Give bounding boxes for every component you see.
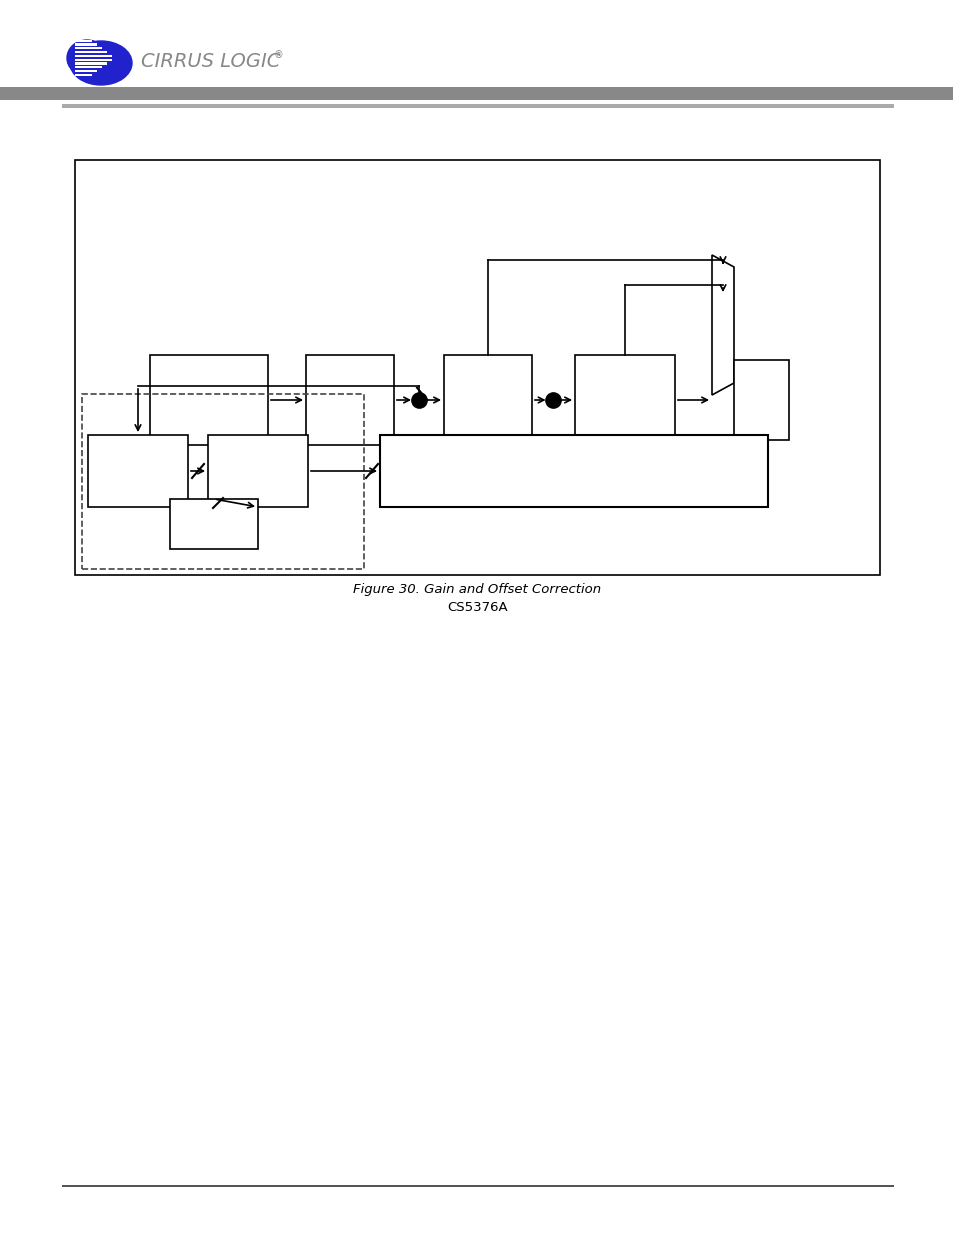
Bar bbox=[75, 54, 112, 57]
Bar bbox=[208, 435, 308, 508]
Bar bbox=[75, 40, 92, 42]
Bar bbox=[733, 359, 788, 440]
Bar bbox=[75, 74, 92, 77]
Bar bbox=[170, 499, 257, 550]
Bar bbox=[62, 104, 893, 107]
Text: Figure 30. Gain and Offset Correction: Figure 30. Gain and Offset Correction bbox=[353, 583, 601, 597]
Bar bbox=[75, 161, 879, 576]
Bar bbox=[443, 354, 532, 445]
Bar bbox=[75, 51, 108, 53]
Bar bbox=[75, 43, 97, 46]
Polygon shape bbox=[711, 254, 733, 395]
Bar bbox=[75, 63, 108, 64]
Bar bbox=[82, 394, 364, 569]
Bar bbox=[62, 1186, 893, 1187]
Ellipse shape bbox=[67, 40, 107, 77]
Ellipse shape bbox=[70, 41, 132, 85]
Bar bbox=[575, 354, 675, 445]
Text: CS5376A: CS5376A bbox=[447, 601, 507, 614]
Text: ®: ® bbox=[274, 49, 283, 61]
Bar bbox=[306, 354, 394, 445]
Bar bbox=[150, 354, 268, 445]
Bar bbox=[75, 67, 102, 68]
Bar bbox=[75, 70, 97, 72]
Bar bbox=[379, 435, 767, 508]
Bar bbox=[0, 86, 953, 100]
Bar bbox=[75, 58, 112, 61]
Bar bbox=[75, 47, 102, 49]
Bar bbox=[88, 435, 188, 508]
Text: CIRRUS LOGIC: CIRRUS LOGIC bbox=[141, 52, 280, 70]
